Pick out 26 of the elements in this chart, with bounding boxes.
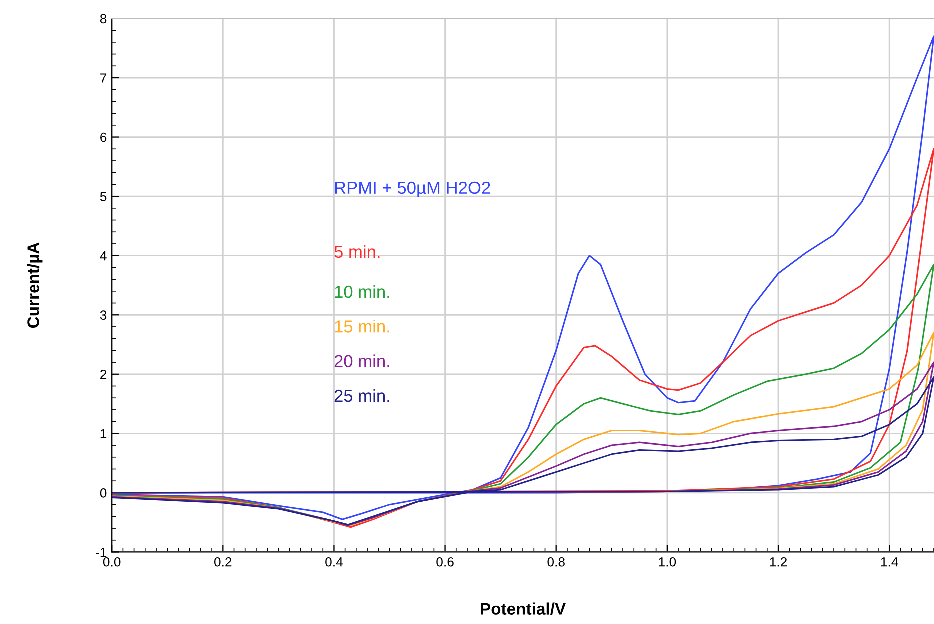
x-tick-label: 0.4 bbox=[326, 557, 344, 567]
y-tick-label: 2 bbox=[100, 370, 107, 380]
x-axis-title: Potential/V bbox=[481, 602, 566, 616]
text: 15 min. bbox=[335, 320, 390, 333]
x-tick-label: 1.4 bbox=[881, 558, 898, 567]
x-tick-label: 0.8 bbox=[548, 557, 565, 567]
text: 20 min. bbox=[334, 354, 390, 368]
y-tick-label: 3 bbox=[100, 310, 107, 320]
x-tick-label: 1.0 bbox=[659, 557, 676, 567]
y-tick-label: 1 bbox=[100, 429, 107, 438]
x-tick-label: 0.0 bbox=[103, 557, 121, 567]
y-tick-label: 7 bbox=[100, 74, 107, 83]
text: 5 min. bbox=[334, 245, 380, 258]
text: 25 min. bbox=[334, 389, 390, 402]
x-tick-label: 0.2 bbox=[214, 557, 232, 567]
y-axis-title: Current/µA bbox=[27, 242, 43, 328]
x-tick-label: 0.6 bbox=[436, 557, 454, 567]
text: RPMI + 50µM H2O2 bbox=[335, 182, 490, 198]
y-tick-label: 8 bbox=[100, 14, 107, 24]
text: 10 min. bbox=[335, 285, 390, 298]
y-tick-label: 4 bbox=[100, 252, 107, 261]
y-tick-label: -1 bbox=[96, 548, 107, 558]
y-tick-label: 0 bbox=[100, 488, 107, 498]
x-tick-label: 1.2 bbox=[770, 557, 788, 567]
y-tick-label: 5 bbox=[100, 192, 107, 202]
y-tick-label: 6 bbox=[100, 132, 107, 142]
